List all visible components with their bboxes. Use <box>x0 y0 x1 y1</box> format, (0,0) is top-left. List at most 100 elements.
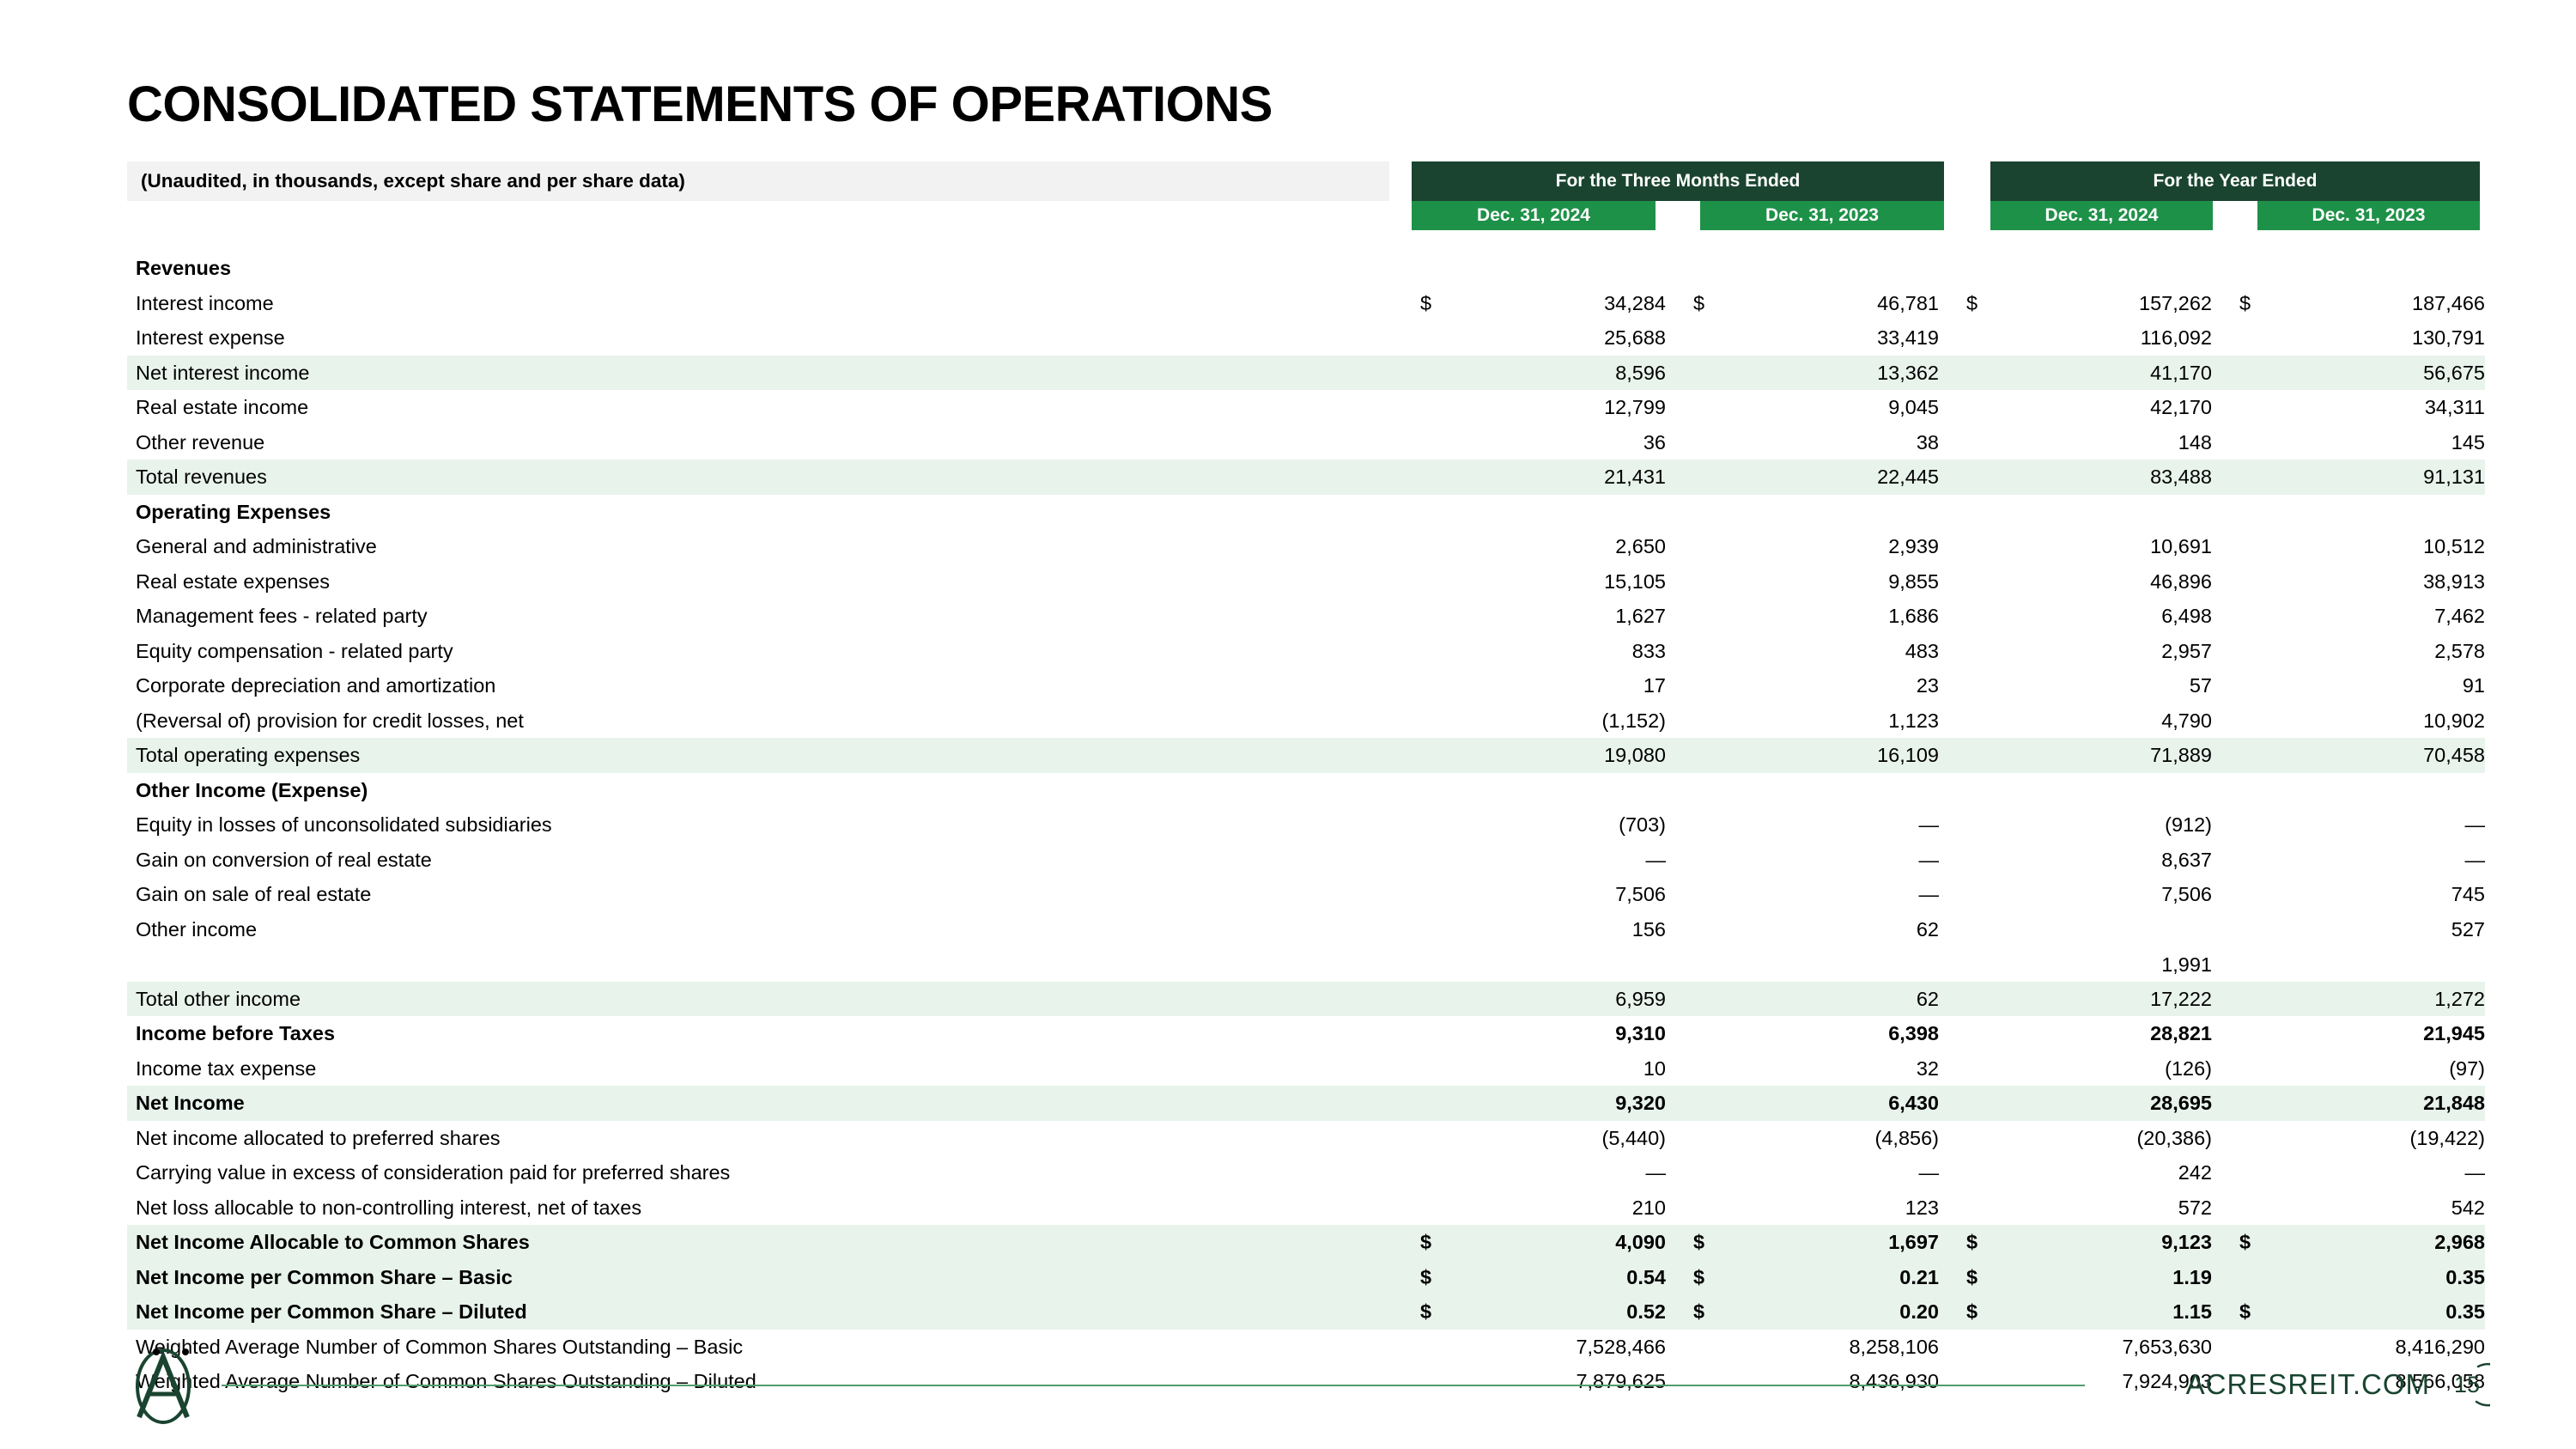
currency-symbol <box>1966 807 1996 843</box>
currency-symbol <box>1420 1364 1449 1399</box>
currency-symbol <box>1966 738 1996 773</box>
column-spacer <box>1666 564 1693 600</box>
currency-symbol: $ <box>1966 291 1978 314</box>
currency-symbol <box>1420 460 1449 495</box>
table-row: Interest expense 25,688 33,419 116,092 130,7… <box>127 320 2485 356</box>
table-row: Net income allocated to preferred shares… <box>127 1121 2485 1156</box>
column-spacer <box>2212 877 2239 912</box>
table-cell-value: — <box>1645 1161 1667 1184</box>
table-cell-value: 130,791 <box>2412 326 2485 349</box>
currency-symbol <box>1420 634 1449 669</box>
column-spacer <box>1939 981 1966 1016</box>
column-spacer <box>2212 1225 2239 1260</box>
row-label: Net Income Allocable to Common Shares <box>127 1225 1420 1260</box>
currency-symbol <box>2239 843 2269 878</box>
row-label: (Reversal of) provision for credit losse… <box>136 709 524 732</box>
row-label: Total operating expenses <box>127 738 1420 773</box>
table-cell-value: 7,506 <box>2161 883 2212 905</box>
table-row: Total other income 6,959 62 17,222 1,272 <box>127 981 2485 1016</box>
table-cell-value <box>2269 251 2485 286</box>
table-cell-value: 156 <box>1631 917 1666 941</box>
currency-symbol <box>1420 773 1449 808</box>
column-spacer <box>1939 1051 1966 1087</box>
currency-symbol: $ <box>1693 1259 1722 1294</box>
page-title: CONSOLIDATED STATEMENTS OF OPERATIONS <box>127 76 1273 132</box>
currency-symbol <box>2239 390 2269 425</box>
currency-symbol: $ <box>1966 1225 1996 1260</box>
column-spacer <box>2212 912 2239 982</box>
table-cell-value: 187,466 <box>2412 291 2485 314</box>
table-cell-value: 28,695 <box>1996 1086 2212 1121</box>
currency-symbol <box>1966 355 1996 390</box>
currency-symbol <box>2239 529 2269 564</box>
column-spacer <box>2212 1155 2239 1190</box>
table-cell-value: 833 <box>1631 639 1666 662</box>
column-spacer <box>1666 1155 1693 1190</box>
table-cell-value: 6,498 <box>2161 605 2212 627</box>
table-cell-value: 1,697 <box>1722 1225 1939 1260</box>
table-row: Gain on conversion of real estate — — 8,637… <box>127 843 2485 878</box>
currency-symbol: $ <box>1693 291 1705 314</box>
currency-symbol <box>1693 1155 1722 1190</box>
table-cell-value: 83,488 <box>1996 460 2212 495</box>
table-cell-value: — <box>1645 848 1667 871</box>
row-label: Net income allocated to preferred shares <box>136 1126 501 1149</box>
currency-symbol <box>1420 981 1449 1016</box>
table-cell-value: 22,445 <box>1722 460 1939 495</box>
table-cell-value: 38,913 <box>2423 569 2485 593</box>
currency-symbol <box>1693 460 1722 495</box>
currency-symbol <box>2239 495 2269 530</box>
table-row: Total revenues 21,431 22,445 83,488 91,131 <box>127 460 2485 495</box>
table-cell-value <box>2269 495 2485 530</box>
column-spacer <box>1939 1086 1966 1121</box>
currency-symbol <box>2239 738 2269 773</box>
column-spacer <box>1666 634 1693 669</box>
currency-symbol <box>1693 1190 1722 1226</box>
table-cell-value: 210 <box>1631 1196 1666 1219</box>
subtitle-bar: (Unaudited, in thousands, except share a… <box>127 161 1389 201</box>
column-spacer <box>1666 912 1693 982</box>
currency-symbol <box>1966 1086 1996 1121</box>
currency-symbol <box>2239 1155 2269 1190</box>
table-cell-value: 91 <box>2462 674 2485 697</box>
column-spacer <box>2212 981 2239 1016</box>
currency-symbol <box>1420 1051 1449 1087</box>
table-row: Equity in losses of unconsolidated subsi… <box>127 807 2485 843</box>
table-row: Carrying value in excess of consideratio… <box>127 1155 2485 1190</box>
currency-symbol <box>1420 320 1449 356</box>
currency-symbol: $ <box>1420 1259 1449 1294</box>
currency-symbol <box>1966 564 1996 600</box>
table-row: Weighted Average Number of Common Shares… <box>127 1330 2485 1365</box>
table-cell-value: 6,398 <box>1888 1022 1939 1044</box>
table-cell-value: 57 <box>2189 674 2212 697</box>
table-cell-value: 1.15 <box>1996 1294 2212 1330</box>
table-cell-value: (1,152) <box>1601 709 1666 732</box>
currency-symbol <box>1420 738 1449 773</box>
table-cell-value: 123 <box>1905 1196 1939 1219</box>
column-spacer <box>2212 564 2239 600</box>
currency-symbol <box>2239 1016 2269 1051</box>
column-spacer <box>1666 425 1693 460</box>
table-cell-value: 2,957 <box>2161 639 2212 662</box>
column-header-gap <box>2213 201 2257 230</box>
currency-symbol <box>1693 703 1722 739</box>
table-cell-value: (5,440) <box>1601 1126 1666 1149</box>
column-spacer <box>2212 703 2239 739</box>
currency-symbol <box>1966 460 1996 495</box>
column-spacer <box>1939 1294 1966 1330</box>
table-cell-value: 21,945 <box>2423 1022 2485 1044</box>
column-spacer <box>1939 703 1966 739</box>
column-spacer <box>1939 495 1966 530</box>
row-label: Carrying value in excess of consideratio… <box>136 1161 731 1184</box>
currency-symbol <box>2239 460 2269 495</box>
column-subheader-row: Dec. 31, 2024 Dec. 31, 2023 <box>1412 201 1944 230</box>
currency-symbol <box>2239 1330 2269 1365</box>
currency-symbol <box>1693 634 1722 669</box>
table-cell-value: 2,650 <box>1615 535 1666 557</box>
table-cell-value: (126) <box>2165 1056 2212 1080</box>
table-cell-value: 16,109 <box>1722 738 1939 773</box>
currency-symbol <box>2239 668 2269 703</box>
column-spacer <box>1666 1016 1693 1051</box>
table-cell-value: 34,284 <box>1604 291 1666 314</box>
column-spacer <box>1666 668 1693 703</box>
